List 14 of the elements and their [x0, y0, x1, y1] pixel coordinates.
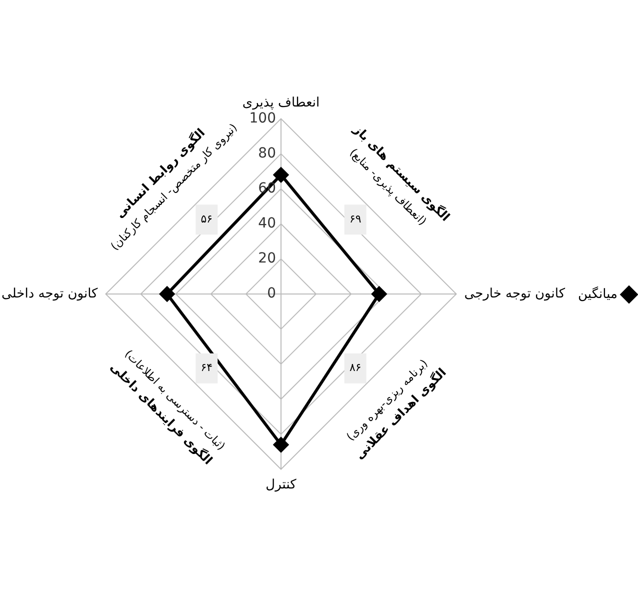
y-tick-label: 100: [249, 110, 276, 126]
y-tick-label: 80: [258, 145, 276, 162]
spoke-label: انعطاف پذیری: [242, 95, 320, 110]
text: ۶۹: [349, 212, 362, 226]
legend-label: میانگین: [578, 286, 618, 302]
y-tick-label: 0: [267, 286, 276, 302]
text: ۸۶: [349, 361, 362, 374]
y-tick-label: 20: [258, 250, 276, 267]
spoke-label: کانون توجه خارجی: [464, 286, 566, 302]
text: ۶۴: [200, 361, 213, 374]
spoke-label: کنترل: [266, 477, 298, 492]
y-tick-label: 40: [258, 216, 276, 232]
text: ۵۶: [200, 212, 213, 226]
spoke-label: کانون توجه داخلی: [2, 286, 99, 302]
